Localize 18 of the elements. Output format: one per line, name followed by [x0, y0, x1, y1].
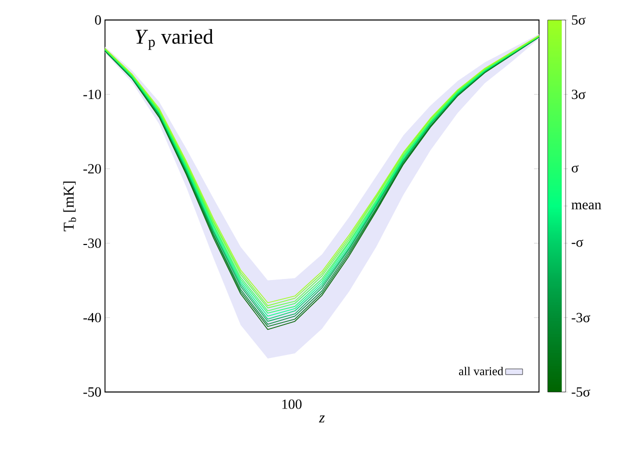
y-tick-label: -50 — [83, 387, 101, 397]
legend-label: all varied — [459, 366, 504, 376]
color-bar-label: 3σ — [572, 90, 586, 100]
y-tick-label: -20 — [83, 164, 101, 174]
color-bar-label: -5σ — [572, 387, 590, 397]
y-tick-label: -10 — [83, 90, 101, 100]
color-bar-label: -σ — [572, 240, 584, 247]
y-tick-label: 0 — [95, 15, 101, 25]
y-tick-label: -30 — [83, 238, 101, 248]
y-axis-title: T$_{b}$ [mK] — [63, 182, 76, 232]
y-tick-label: -40 — [83, 312, 101, 322]
color-bar-label: σ — [572, 165, 579, 172]
color-bar-label: -3σ — [572, 312, 590, 322]
color-bar-label: 5σ — [572, 15, 586, 25]
color-bar-label: mean — [572, 202, 602, 210]
annotation: Y$_{p}$ varied — [136, 29, 214, 50]
x-axis-title: z — [318, 416, 325, 422]
text: 100 — [282, 400, 302, 409]
